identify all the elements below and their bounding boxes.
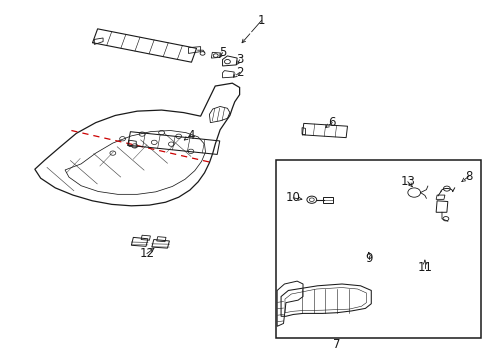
Text: 13: 13 — [400, 175, 414, 188]
Text: 12: 12 — [139, 247, 154, 260]
Text: 1: 1 — [257, 14, 265, 27]
Bar — [276, 160, 480, 338]
Text: 10: 10 — [285, 192, 300, 204]
Text: 6: 6 — [328, 116, 335, 129]
Text: 9: 9 — [365, 252, 372, 265]
Text: 2: 2 — [235, 66, 243, 79]
Text: 4: 4 — [187, 129, 194, 142]
Text: 5: 5 — [219, 46, 226, 59]
Text: 7: 7 — [333, 338, 340, 351]
Text: 8: 8 — [464, 170, 471, 183]
Text: 3: 3 — [235, 53, 243, 66]
Text: 11: 11 — [417, 261, 431, 274]
